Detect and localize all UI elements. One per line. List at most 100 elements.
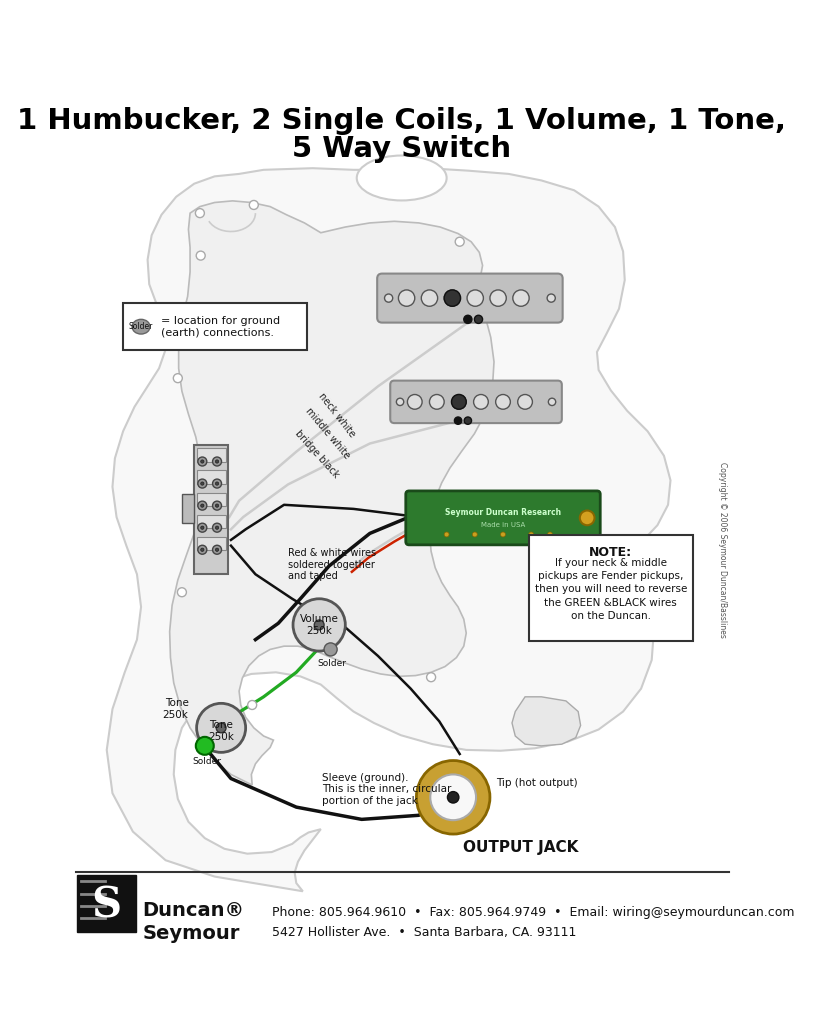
Circle shape bbox=[549, 398, 556, 405]
Circle shape bbox=[196, 208, 205, 218]
Text: Tone
250k: Tone 250k bbox=[162, 698, 188, 720]
Circle shape bbox=[529, 533, 534, 537]
Circle shape bbox=[490, 290, 506, 307]
Circle shape bbox=[314, 620, 324, 630]
Text: Red & white wires
soldered together
and taped: Red & white wires soldered together and … bbox=[288, 548, 376, 581]
Circle shape bbox=[213, 501, 221, 510]
Circle shape bbox=[249, 200, 258, 209]
Circle shape bbox=[198, 479, 207, 488]
Text: NOTE:: NOTE: bbox=[590, 546, 632, 559]
Bar bbox=[197, 470, 226, 484]
Circle shape bbox=[197, 703, 246, 752]
Text: neck white: neck white bbox=[317, 391, 357, 439]
Text: 1 Humbucker, 2 Single Coils, 1 Volume, 1 Tone,: 1 Humbucker, 2 Single Coils, 1 Volume, 1… bbox=[17, 107, 786, 135]
Circle shape bbox=[201, 482, 204, 485]
Circle shape bbox=[213, 479, 221, 488]
Circle shape bbox=[201, 460, 204, 463]
Circle shape bbox=[396, 398, 404, 405]
Ellipse shape bbox=[132, 319, 150, 334]
Circle shape bbox=[398, 290, 414, 307]
Circle shape bbox=[473, 533, 477, 537]
Circle shape bbox=[201, 503, 204, 508]
Polygon shape bbox=[182, 494, 194, 523]
Circle shape bbox=[500, 533, 505, 537]
Text: Volume
250k: Volume 250k bbox=[300, 614, 338, 636]
Circle shape bbox=[495, 395, 510, 409]
Circle shape bbox=[548, 533, 553, 537]
Bar bbox=[197, 449, 226, 461]
Circle shape bbox=[215, 503, 219, 508]
FancyBboxPatch shape bbox=[405, 491, 600, 545]
Circle shape bbox=[174, 374, 183, 382]
Text: Seymour: Seymour bbox=[143, 924, 240, 943]
Circle shape bbox=[444, 533, 449, 537]
Circle shape bbox=[215, 482, 219, 485]
FancyBboxPatch shape bbox=[378, 274, 563, 322]
Circle shape bbox=[416, 760, 490, 834]
Text: Solder: Solder bbox=[129, 322, 153, 332]
Circle shape bbox=[464, 315, 472, 323]
Text: Solder: Solder bbox=[192, 757, 221, 767]
Polygon shape bbox=[170, 201, 494, 785]
Text: middle white: middle white bbox=[303, 406, 351, 461]
Circle shape bbox=[198, 545, 207, 554]
Circle shape bbox=[474, 315, 482, 323]
Circle shape bbox=[476, 305, 485, 313]
Circle shape bbox=[430, 775, 476, 821]
Text: 5427 Hollister Ave.  •  Santa Barbara, CA. 93111: 5427 Hollister Ave. • Santa Barbara, CA.… bbox=[272, 925, 576, 939]
Circle shape bbox=[429, 395, 444, 409]
Circle shape bbox=[215, 460, 219, 463]
Bar bbox=[197, 515, 226, 527]
FancyBboxPatch shape bbox=[390, 380, 562, 423]
Ellipse shape bbox=[357, 155, 446, 200]
Circle shape bbox=[201, 526, 204, 529]
Text: Tone
250k: Tone 250k bbox=[208, 720, 234, 742]
Circle shape bbox=[201, 548, 204, 551]
Circle shape bbox=[247, 700, 256, 710]
Circle shape bbox=[421, 290, 437, 307]
Circle shape bbox=[455, 237, 464, 247]
Circle shape bbox=[464, 416, 472, 425]
Bar bbox=[123, 303, 307, 350]
Text: bridge black: bridge black bbox=[293, 428, 341, 480]
Circle shape bbox=[293, 599, 346, 651]
Text: = location for ground
(earth) connections.: = location for ground (earth) connection… bbox=[161, 316, 280, 338]
Text: Seymour Duncan Research: Seymour Duncan Research bbox=[445, 508, 561, 517]
Circle shape bbox=[178, 587, 187, 597]
Circle shape bbox=[198, 457, 207, 466]
Circle shape bbox=[547, 294, 555, 303]
Circle shape bbox=[198, 501, 207, 510]
Polygon shape bbox=[512, 697, 581, 746]
Circle shape bbox=[427, 672, 436, 682]
Circle shape bbox=[213, 523, 221, 533]
Text: OUTPUT JACK: OUTPUT JACK bbox=[463, 840, 578, 855]
Circle shape bbox=[451, 395, 466, 409]
Circle shape bbox=[518, 395, 532, 409]
Circle shape bbox=[444, 290, 460, 307]
Bar bbox=[197, 492, 226, 506]
Circle shape bbox=[198, 523, 207, 533]
Circle shape bbox=[215, 526, 219, 529]
Text: Tip (hot output): Tip (hot output) bbox=[495, 778, 577, 787]
Circle shape bbox=[473, 395, 488, 409]
Circle shape bbox=[467, 290, 483, 307]
Text: If your neck & middle
pickups are Fender pickups,
then you will need to reverse
: If your neck & middle pickups are Fender… bbox=[535, 558, 687, 621]
Circle shape bbox=[407, 395, 422, 409]
Circle shape bbox=[447, 792, 459, 803]
Bar bbox=[77, 875, 136, 932]
Circle shape bbox=[324, 643, 337, 656]
Polygon shape bbox=[106, 168, 671, 891]
FancyBboxPatch shape bbox=[194, 445, 229, 574]
Bar bbox=[529, 535, 693, 641]
Text: Duncan®: Duncan® bbox=[143, 901, 245, 920]
Text: Sleeve (ground).
This is the inner, circular
portion of the jack: Sleeve (ground). This is the inner, circ… bbox=[323, 773, 452, 806]
Circle shape bbox=[197, 251, 206, 260]
Circle shape bbox=[451, 395, 466, 409]
Circle shape bbox=[213, 545, 221, 554]
Circle shape bbox=[216, 723, 226, 732]
Circle shape bbox=[513, 290, 529, 307]
Text: 5 Way Switch: 5 Way Switch bbox=[292, 135, 511, 163]
Text: Made in USA: Made in USA bbox=[481, 522, 525, 528]
Text: Solder: Solder bbox=[318, 659, 346, 668]
Text: S: S bbox=[92, 885, 122, 927]
